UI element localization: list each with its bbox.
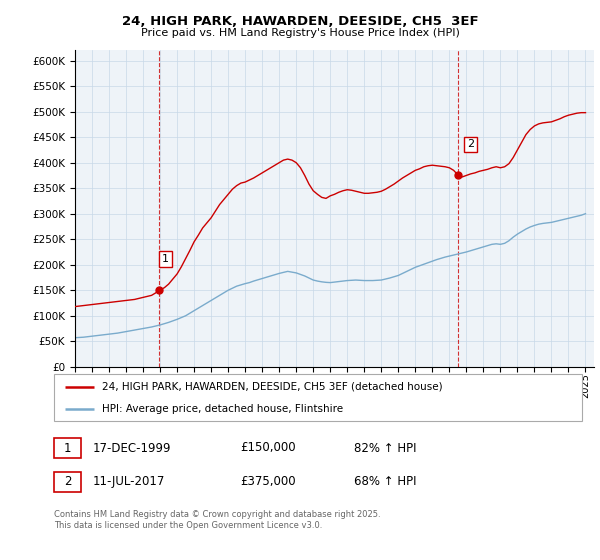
Text: £375,000: £375,000 [240,475,296,488]
Text: 17-DEC-1999: 17-DEC-1999 [93,441,172,455]
Text: £150,000: £150,000 [240,441,296,455]
Text: 2: 2 [467,139,474,150]
Text: HPI: Average price, detached house, Flintshire: HPI: Average price, detached house, Flin… [101,404,343,414]
Text: 2: 2 [64,475,71,488]
Text: 1: 1 [162,254,169,264]
Text: Contains HM Land Registry data © Crown copyright and database right 2025.
This d: Contains HM Land Registry data © Crown c… [54,510,380,530]
Text: 24, HIGH PARK, HAWARDEN, DEESIDE, CH5  3EF: 24, HIGH PARK, HAWARDEN, DEESIDE, CH5 3E… [122,15,478,27]
Text: 82% ↑ HPI: 82% ↑ HPI [354,441,416,455]
FancyBboxPatch shape [54,374,582,421]
Text: 1: 1 [64,441,71,455]
Text: 11-JUL-2017: 11-JUL-2017 [93,475,166,488]
Text: 24, HIGH PARK, HAWARDEN, DEESIDE, CH5 3EF (detached house): 24, HIGH PARK, HAWARDEN, DEESIDE, CH5 3E… [101,382,442,392]
Text: 68% ↑ HPI: 68% ↑ HPI [354,475,416,488]
Text: Price paid vs. HM Land Registry's House Price Index (HPI): Price paid vs. HM Land Registry's House … [140,28,460,38]
